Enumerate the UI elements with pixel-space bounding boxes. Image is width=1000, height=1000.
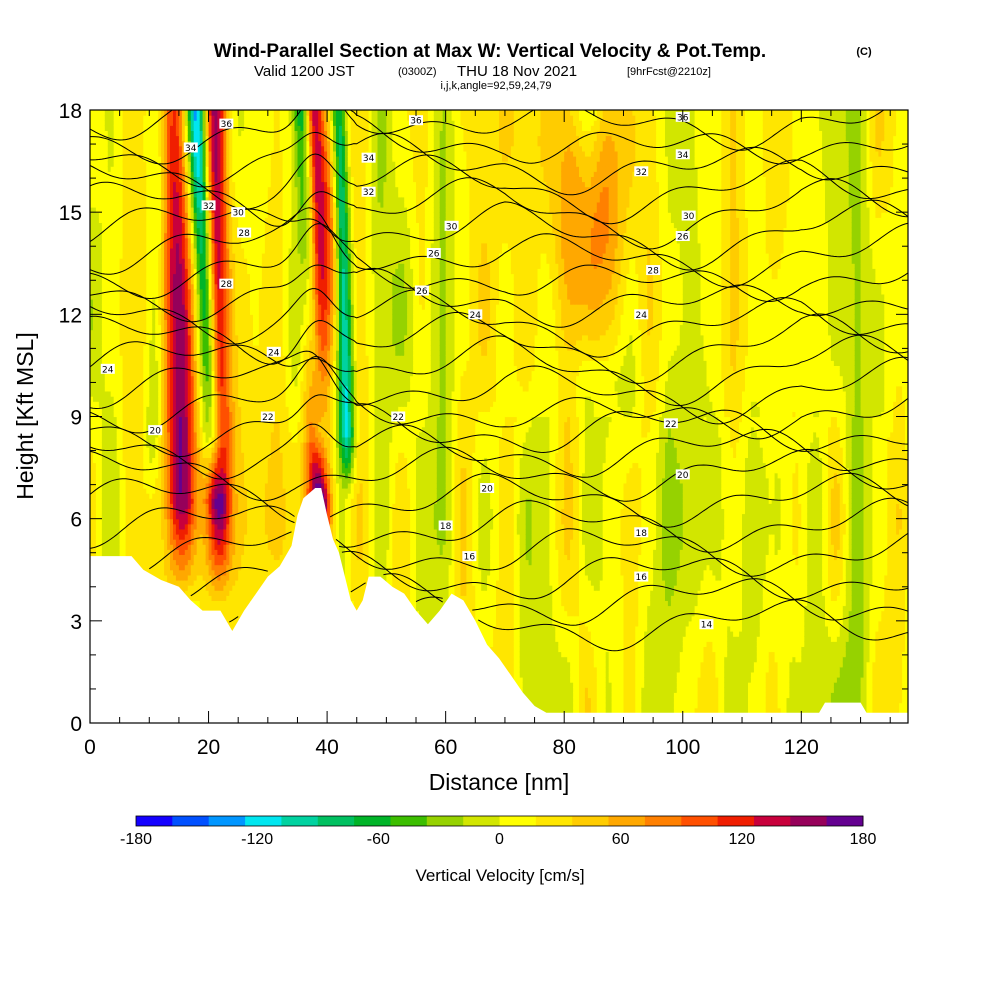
chart-subtitle: Valid 1200 JST (0300Z) THU 18 Nov 2021 [… — [254, 63, 711, 92]
subtitle-utc: (0300Z) — [398, 66, 437, 78]
subtitle-valid: Valid 1200 JST — [254, 63, 355, 80]
subtitle-date: THU 18 Nov 2021 — [457, 63, 577, 80]
chart-title-mark: (C) — [856, 46, 872, 58]
subtitle-indices: i,j,k,angle=92,59,24,79 — [440, 80, 551, 92]
chart-canvas: Wind-Parallel Section at Max W: Vertical… — [0, 0, 1000, 1000]
subtitle-forecast: [9hrFcst@2210z] — [627, 66, 711, 78]
chart-title: Wind-Parallel Section at Max W: Vertical… — [214, 41, 766, 62]
